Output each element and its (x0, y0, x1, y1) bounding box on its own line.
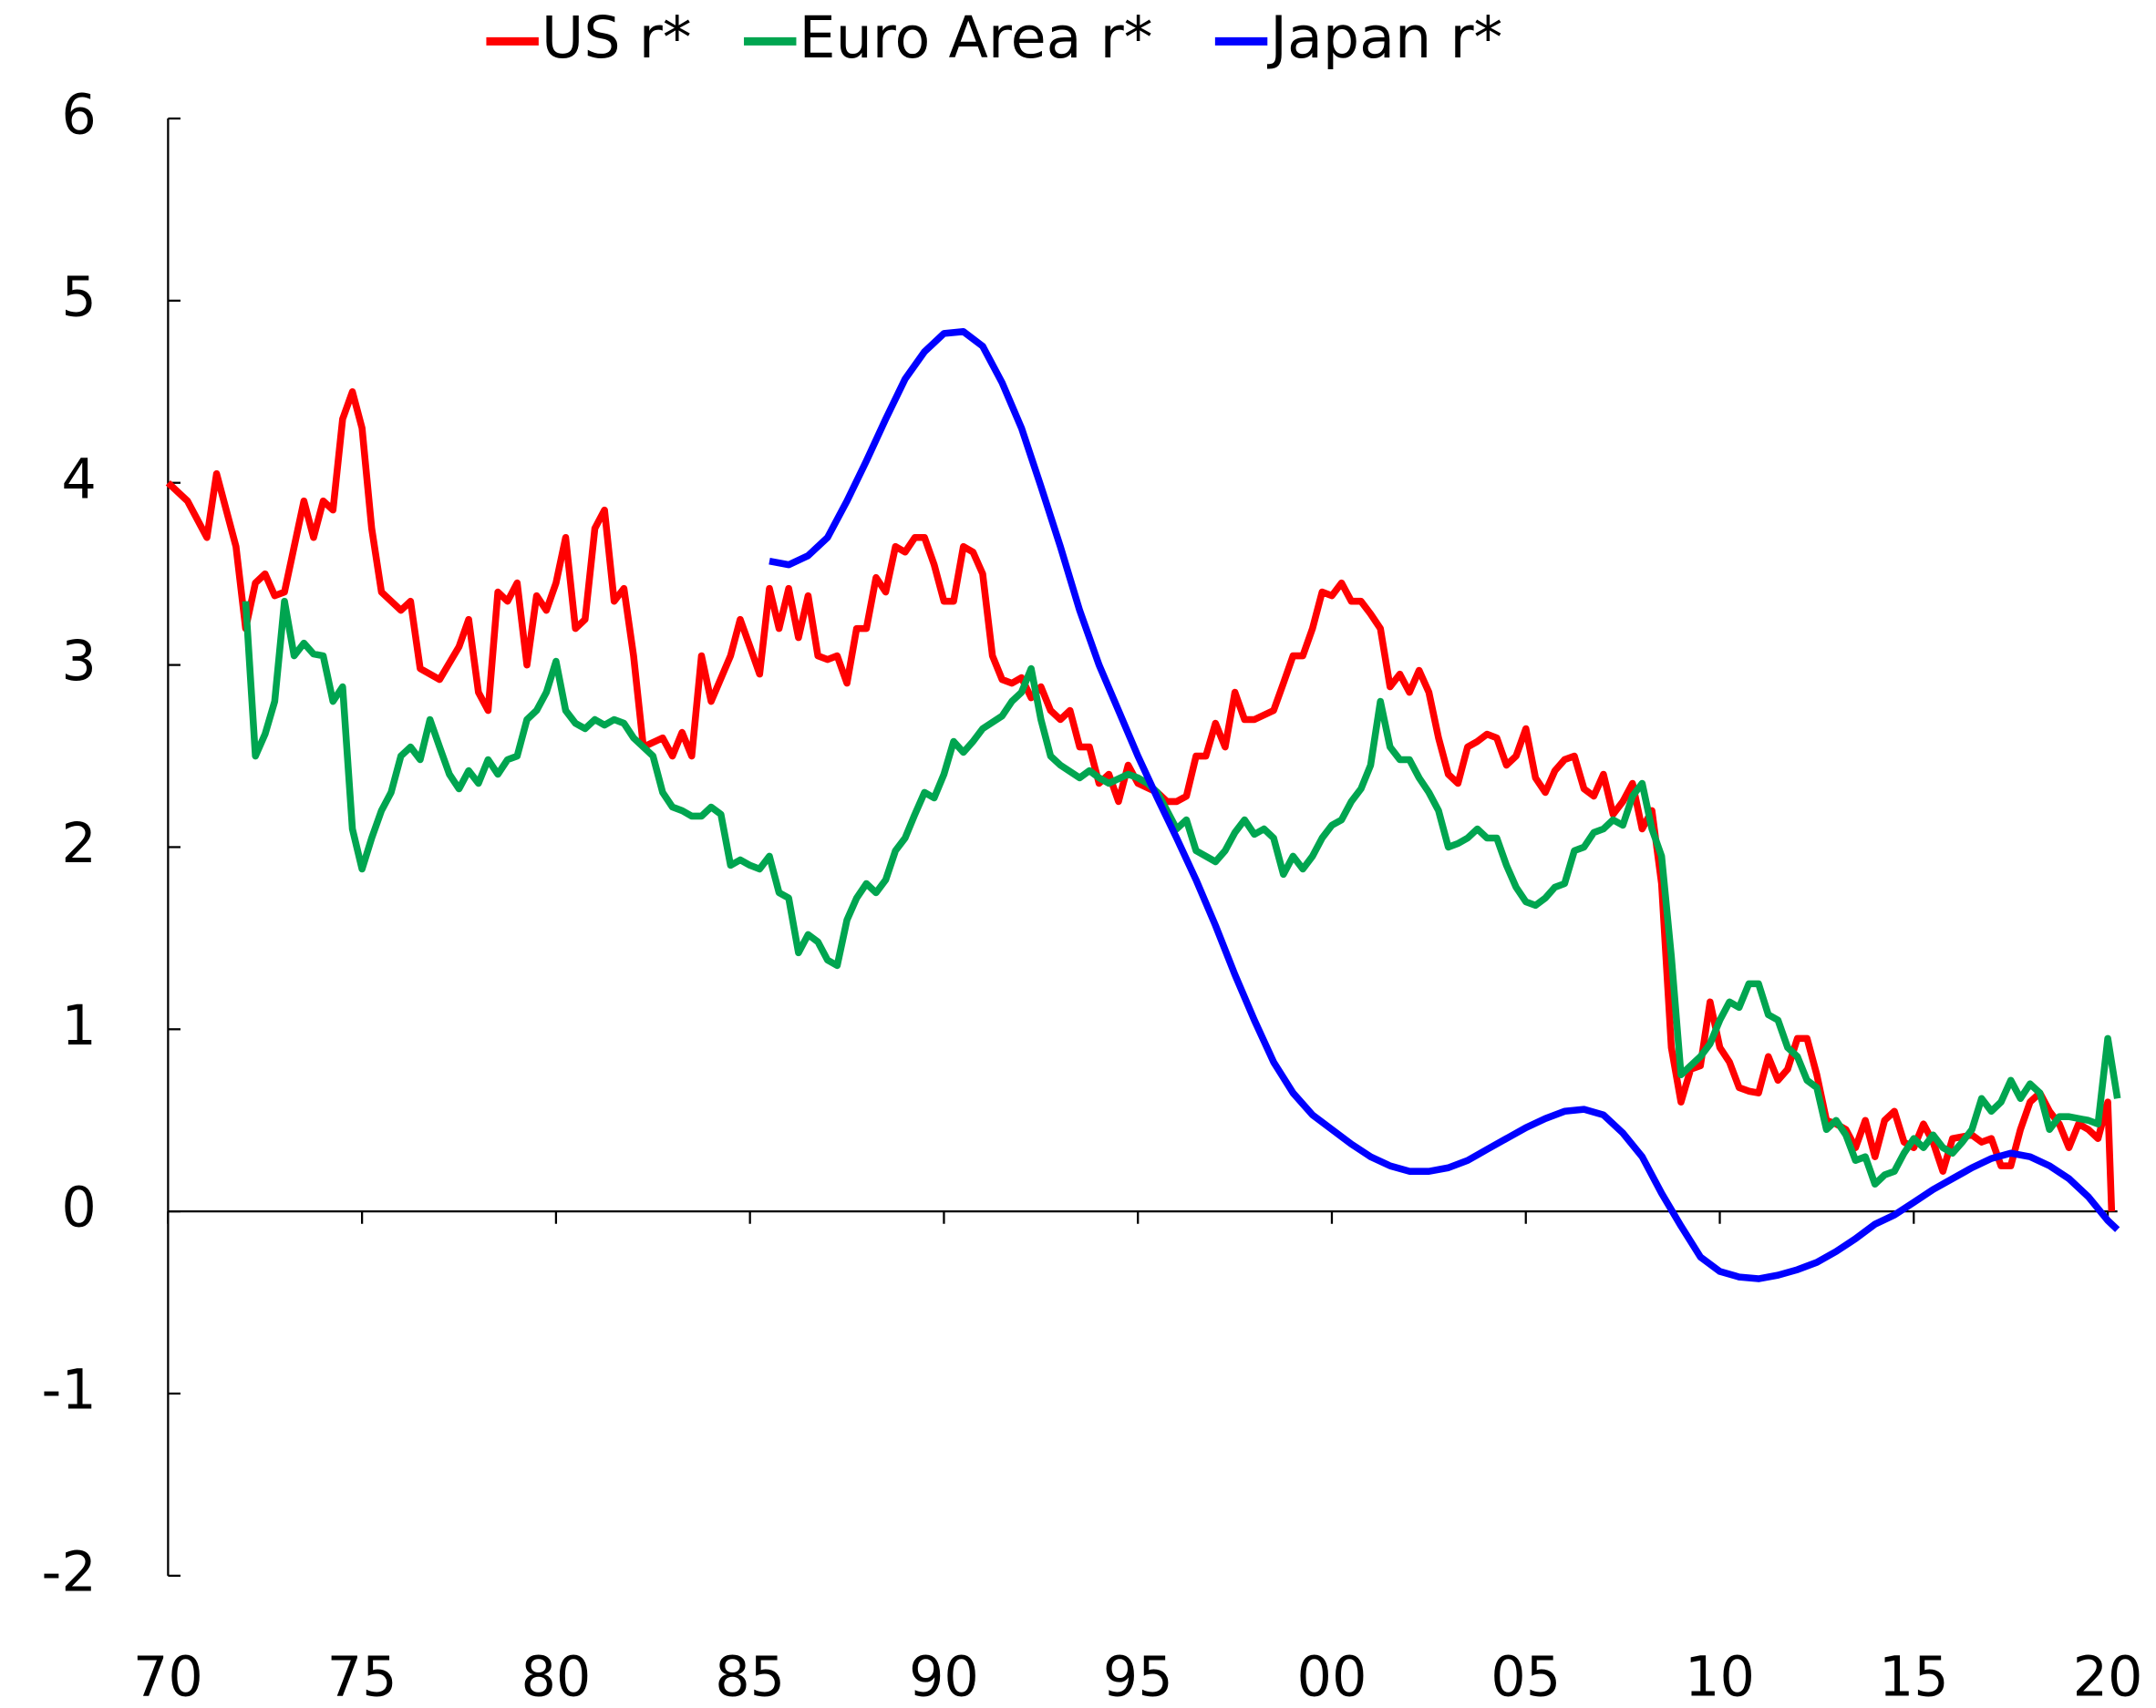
x-tick-label: 05 (1491, 1645, 1561, 1708)
series-line (165, 388, 2116, 1212)
legend-label: Euro Area r* (799, 4, 1152, 71)
x-tick-label: 85 (715, 1645, 785, 1708)
x-tick-label: 15 (1879, 1645, 1949, 1708)
x-tick-label: 70 (133, 1645, 203, 1708)
x-tick-label: 20 (2073, 1645, 2143, 1708)
y-tick-label: 4 (61, 448, 96, 511)
series-line (242, 597, 2121, 1188)
legend-label: Japan r* (1266, 4, 1502, 71)
x-tick-label: 90 (909, 1645, 979, 1708)
x-tick-label: 00 (1297, 1645, 1367, 1708)
y-tick-label: 0 (61, 1177, 96, 1240)
x-tick-label: 10 (1685, 1645, 1755, 1708)
x-tick-label: 80 (521, 1645, 591, 1708)
legend-label: US r* (542, 4, 692, 71)
x-tick-label: 95 (1103, 1645, 1173, 1708)
y-tick-label: 3 (61, 630, 96, 694)
y-tick-label: 1 (61, 994, 96, 1058)
y-tick-label: 5 (61, 265, 96, 329)
legend: US r* Euro Area r* Japan r* (486, 4, 1502, 71)
x-tick-label: 75 (327, 1645, 397, 1708)
y-tick-label: -1 (42, 1359, 97, 1423)
series-line (769, 328, 2120, 1282)
y-tick-label: -2 (42, 1540, 97, 1604)
y-tick-label: 6 (61, 84, 96, 148)
y-tick-label: 2 (61, 812, 96, 876)
